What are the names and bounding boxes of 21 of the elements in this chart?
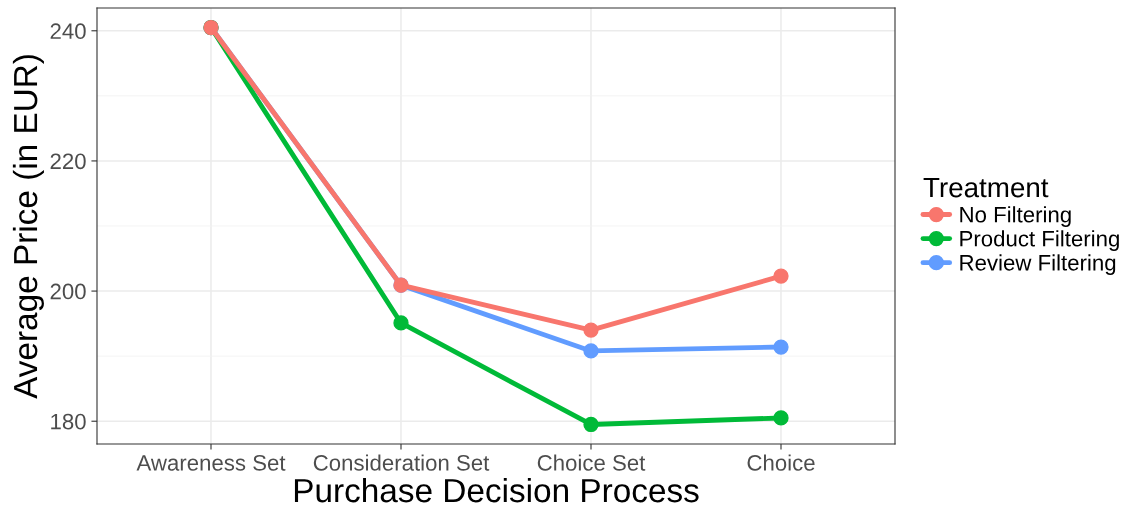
point xyxy=(393,315,409,331)
x-tick-label: Awareness Set xyxy=(136,455,286,471)
y-tick-label: 180 xyxy=(51,413,86,430)
legend-label: Review Filtering xyxy=(960,254,1116,276)
x-tick-label: Choice xyxy=(747,454,815,471)
x-tick-label: Choice Set xyxy=(537,454,646,471)
y-tick-label: 240 xyxy=(50,23,86,40)
y-tick-label: 220 xyxy=(50,153,86,170)
point xyxy=(773,410,789,426)
point xyxy=(583,416,599,433)
point xyxy=(773,339,789,355)
point xyxy=(773,268,789,284)
point xyxy=(583,343,599,359)
y-tick-label: 200 xyxy=(50,283,86,300)
legend-title: Treatment xyxy=(923,178,1049,198)
legend-label: No Filtering xyxy=(960,206,1071,227)
legend-label: Product Filtering xyxy=(960,230,1119,251)
point xyxy=(583,322,599,338)
x-axis-title: Purchase Decision Process xyxy=(294,477,699,503)
y-axis-title: Average Price (in EUR) xyxy=(12,55,44,399)
x-tick-label: Consideration Set xyxy=(313,454,490,471)
